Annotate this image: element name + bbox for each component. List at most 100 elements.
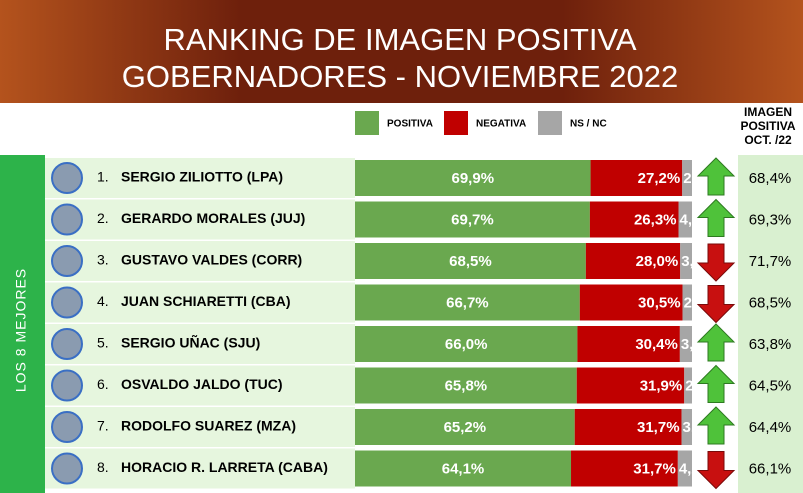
bar-segment <box>355 450 572 487</box>
value-label: 31,7% <box>633 460 676 477</box>
bar-segment <box>571 450 678 487</box>
arrow-down <box>696 243 736 282</box>
photo <box>51 245 83 277</box>
previous-value: 68,4% <box>749 170 792 187</box>
value-label: 3,5% <box>681 253 715 270</box>
previous-title: POSITIVA <box>740 119 795 133</box>
arrow-up <box>696 198 736 237</box>
previous-title: IMAGEN <box>744 105 792 119</box>
value-label: 68,5% <box>449 253 492 270</box>
value-label: 65,2% <box>444 419 487 436</box>
arrow-down <box>696 451 736 490</box>
photo <box>51 452 83 485</box>
rank: 1. <box>97 169 109 185</box>
rank: 7. <box>97 418 109 434</box>
arrow-up <box>696 364 736 403</box>
value-label: 30,4% <box>635 336 678 353</box>
value-label: 30,5% <box>638 294 681 311</box>
legend-label: POSITIVA <box>387 119 433 130</box>
previous-value: 69,3% <box>749 211 792 228</box>
category-label: GERARDO MORALES (JUJ) <box>121 210 305 226</box>
bar-segment <box>355 367 577 404</box>
rank: 4. <box>97 293 109 309</box>
photo <box>51 411 83 443</box>
category-label: JUAN SCHIARETTI (CBA) <box>121 293 291 309</box>
bar-segment <box>677 450 692 487</box>
arrow-up <box>696 323 736 362</box>
name-cell <box>45 448 355 489</box>
bar-segment <box>355 160 591 196</box>
value-label: 69,7% <box>451 211 494 228</box>
bar-segment <box>585 243 681 279</box>
name-cell <box>45 324 355 364</box>
category-label: OSVALDO JALDO (TUC) <box>121 376 283 392</box>
bar-segment <box>682 284 692 321</box>
bar-segment <box>590 160 683 196</box>
previous-value: 63,8% <box>749 336 792 353</box>
legend-swatch <box>355 111 379 135</box>
arrow-up <box>696 157 736 196</box>
legend-label: NEGATIVA <box>476 119 526 130</box>
value-label: 27,2% <box>638 170 681 187</box>
bar-segment <box>574 409 682 445</box>
value-label: 2,3% <box>685 377 719 394</box>
photo <box>51 203 83 236</box>
value-label: 31,7% <box>637 419 680 436</box>
category-label: SERGIO UÑAC (SJU) <box>121 334 260 351</box>
bar-segment <box>681 409 692 445</box>
title-band <box>0 0 803 103</box>
rank: 3. <box>97 252 109 268</box>
chart-title: RANKING DE IMAGEN POSITIVA <box>163 22 636 57</box>
name-cell <box>45 282 355 323</box>
value-label: 4,2% <box>679 460 713 477</box>
rank: 5. <box>97 335 109 351</box>
value-label: 28,0% <box>636 253 679 270</box>
value-label: 69,9% <box>452 170 495 187</box>
arrow-up <box>696 406 736 445</box>
rank: 6. <box>97 376 109 392</box>
name-cell <box>45 365 355 406</box>
bar-segment <box>577 326 680 362</box>
previous-value: 64,4% <box>749 419 792 436</box>
bar-segment <box>678 201 692 238</box>
bar-segment <box>679 326 692 362</box>
value-label: 3,1% <box>683 419 717 436</box>
value-label: 66,7% <box>446 294 489 311</box>
value-label: 26,3% <box>634 211 677 228</box>
photo <box>51 328 83 360</box>
name-cell <box>45 199 355 240</box>
category-label: RODOLFO SUAREZ (MZA) <box>121 418 296 434</box>
value-label: 65,8% <box>445 377 488 394</box>
side-label: LOS 8 MEJORES <box>13 268 29 392</box>
previous-value: 64,5% <box>749 377 792 394</box>
chart-subtitle: GOBERNADORES - NOVIEMBRE 2022 <box>122 59 678 94</box>
legend-swatch <box>444 111 468 135</box>
bar-segment <box>576 367 685 404</box>
category-label: GUSTAVO VALDES (CORR) <box>121 252 302 268</box>
bar-segment <box>355 243 586 279</box>
bar-segment <box>355 201 590 238</box>
previous-title: OCT. /22 <box>744 133 792 147</box>
value-label: 2,8% <box>684 294 718 311</box>
value-label: 66,0% <box>445 336 488 353</box>
bar-segment <box>355 326 578 362</box>
photo <box>51 162 83 194</box>
value-label: 3,6% <box>681 336 715 353</box>
side-band <box>0 155 45 493</box>
bar-segment <box>682 160 692 196</box>
photo <box>51 286 83 319</box>
name-cell <box>45 158 355 198</box>
arrow-down <box>696 285 736 324</box>
value-label: 2,9% <box>683 170 717 187</box>
category-label: HORACIO R. LARRETA (CABA) <box>121 459 328 475</box>
bar-segment <box>589 201 679 238</box>
previous-value: 71,7% <box>749 253 792 270</box>
value-label: 31,9% <box>640 377 683 394</box>
previous-value: 68,5% <box>749 294 792 311</box>
previous-column <box>738 155 803 493</box>
category-label: SERGIO ZILIOTTO (LPA) <box>121 169 283 185</box>
photo <box>51 369 83 402</box>
name-cell <box>45 241 355 281</box>
bar-segment <box>680 243 692 279</box>
